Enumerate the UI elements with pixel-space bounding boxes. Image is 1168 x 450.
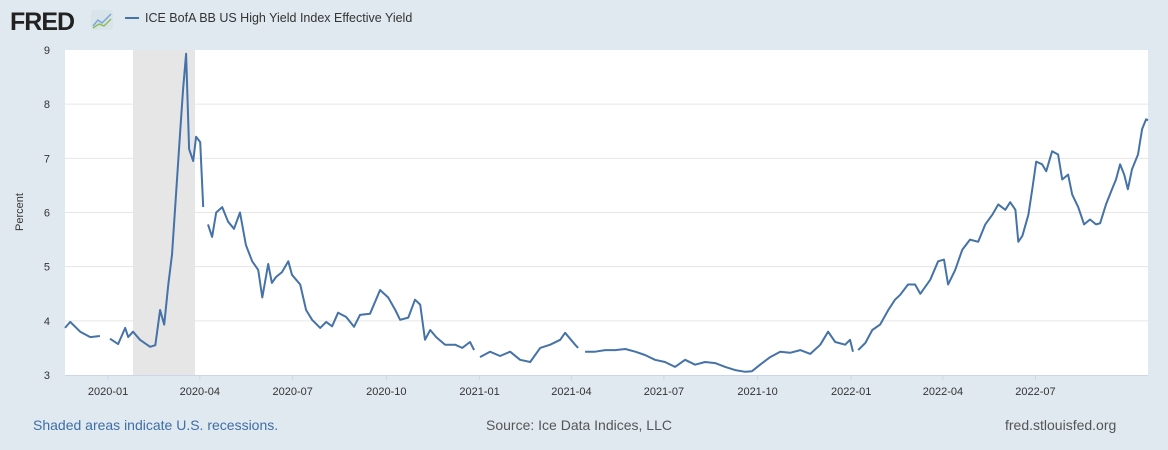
x-tick-label: 2022-04 [923, 386, 963, 398]
line-graph-icon [91, 10, 113, 30]
fred-url-link[interactable]: fred.stlouisfed.org [1005, 417, 1117, 433]
x-tick-label: 2021-01 [459, 386, 499, 398]
recession-note-link[interactable]: Shaded areas indicate U.S. recessions. [33, 417, 279, 433]
series-line-segment [857, 118, 1149, 351]
x-tick-label: 2021-04 [551, 386, 591, 398]
y-tick-label: 5 [44, 262, 50, 274]
x-tick-label: 2022-07 [1015, 386, 1055, 398]
series-line-segment [207, 206, 475, 351]
series-line-segment [64, 320, 101, 339]
x-tick-label: 2020-04 [180, 386, 220, 398]
fred-logo[interactable]: FRED [10, 8, 75, 36]
legend-swatch [125, 17, 139, 19]
y-tick-label: 7 [44, 153, 50, 165]
chart-legend: ICE BofA BB US High Yield Index Effectiv… [125, 11, 412, 25]
y-tick-label: 4 [44, 316, 50, 328]
source-note: Source: Ice Data Indices, LLC [486, 417, 672, 433]
series-line-segment [585, 330, 854, 373]
x-tick-label: 2020-01 [88, 386, 128, 398]
legend-label: ICE BofA BB US High Yield Index Effectiv… [145, 11, 413, 25]
y-tick-label: 6 [44, 208, 50, 220]
y-axis-label: Percent [14, 193, 26, 231]
y-tick-label: 8 [44, 99, 50, 111]
x-tick-label: 2020-07 [273, 386, 313, 398]
series-line-segment [479, 331, 579, 363]
y-tick-label: 3 [44, 370, 50, 382]
series-line-segment [109, 52, 205, 348]
x-tick-label: 2021-07 [644, 386, 684, 398]
x-tick-label: 2020-10 [366, 386, 406, 398]
y-tick-label: 9 [44, 45, 50, 57]
x-tick-label: 2022-01 [831, 386, 871, 398]
x-tick-label: 2021-10 [737, 386, 777, 398]
